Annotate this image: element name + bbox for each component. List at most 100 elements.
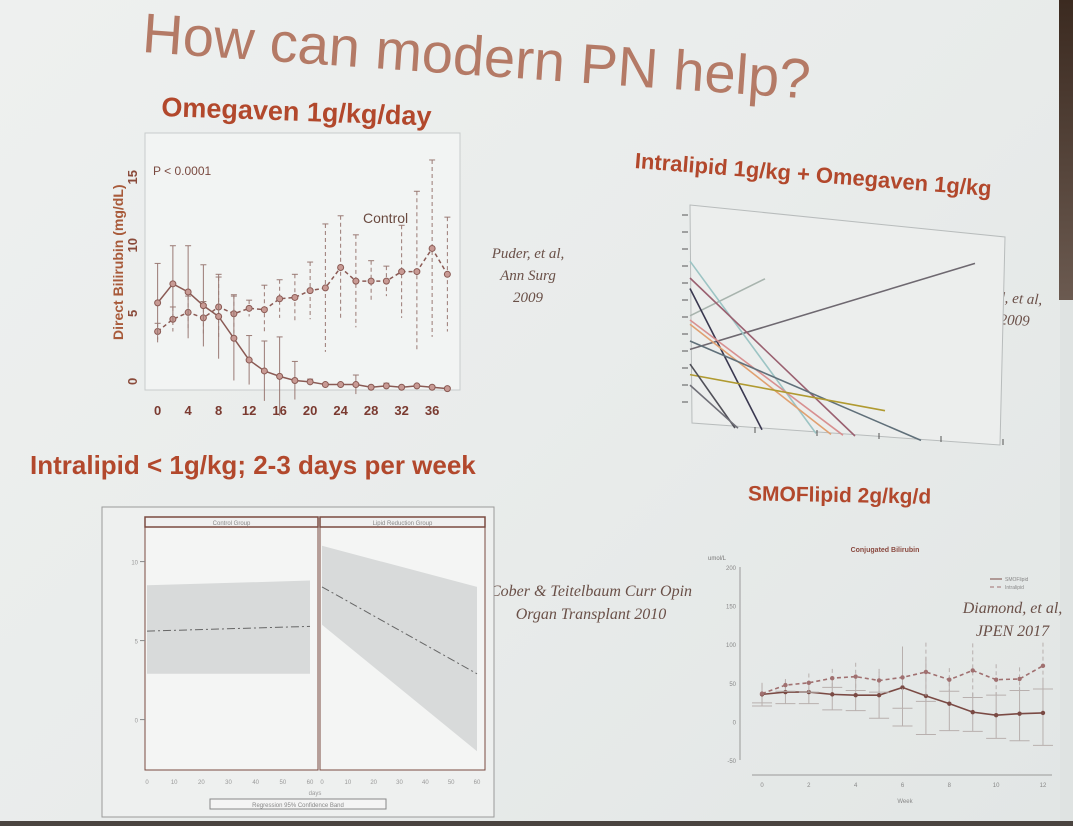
- x-axis-label: Week: [897, 799, 913, 805]
- regression-line: [146, 625, 311, 632]
- chart-title: Conjugated Bilirubin: [851, 547, 920, 554]
- x-tick-label: 60: [474, 780, 481, 786]
- data-point: [230, 334, 238, 342]
- data-point: [876, 678, 882, 683]
- x-tick-label: 24: [333, 403, 348, 418]
- x-tick-label: 40: [422, 780, 429, 786]
- plot-area: [144, 132, 461, 391]
- data-point: [413, 268, 421, 276]
- patient-trend-line: [689, 319, 844, 436]
- series-line-dashed: [157, 247, 449, 333]
- x-tick-label: 36: [425, 403, 439, 418]
- y-tick-label: 150: [726, 605, 737, 611]
- section-intralipid-omegaven-heading: Intralipid 1g/kg + Omegaven 1g/kg: [634, 148, 993, 201]
- y-tick-label: 0: [733, 720, 737, 726]
- x-tick-label: 30: [396, 780, 403, 786]
- legend-box: [209, 798, 387, 810]
- patient-trend-line: [689, 262, 976, 351]
- data-point: [321, 381, 329, 389]
- data-point: [367, 383, 375, 391]
- data-point: [923, 693, 929, 699]
- x-tick-label: 10: [171, 780, 178, 786]
- citation-line: 2009: [513, 289, 543, 306]
- intralipid-omegaven-chart: [682, 204, 1006, 446]
- data-point: [382, 277, 390, 285]
- data-point: [291, 293, 299, 301]
- smoflipid-bilirubin-chart: Conjugated Bilirubinumol/L-5005010015020…: [708, 547, 1053, 805]
- x-tick-label: 10: [344, 780, 351, 786]
- data-point: [260, 367, 268, 375]
- data-point: [321, 284, 329, 292]
- control-label: Control: [363, 210, 408, 226]
- citation-line: Cober & Teitelbaum Curr Opin: [489, 583, 693, 600]
- citation-line: Organ Transplant 2010: [515, 606, 667, 624]
- data-point: [783, 682, 788, 688]
- panel-header: [144, 516, 319, 528]
- y-tick-label: 15: [125, 170, 140, 184]
- x-tick-label: 0: [154, 403, 161, 418]
- data-point: [876, 692, 882, 698]
- panel-title: Control Group: [213, 521, 251, 527]
- confidence-band: [147, 580, 310, 674]
- data-point: [428, 383, 436, 391]
- data-point: [276, 372, 284, 380]
- citation-line: JPEN 2017: [975, 623, 1050, 641]
- x-tick-label: 2: [807, 783, 811, 789]
- citation-diamond-2017: Diamond, et al, JPEN 2017: [955, 597, 1070, 643]
- regression-line: [321, 586, 478, 675]
- patient-trend-line: [689, 278, 766, 317]
- data-point: [783, 689, 788, 695]
- x-tick-label: 6: [901, 783, 905, 789]
- patient-trend-line: [689, 277, 856, 437]
- patient-trend-line: [689, 260, 817, 434]
- data-point: [352, 381, 360, 389]
- data-point: [352, 277, 360, 285]
- y-tick-label: -50: [727, 759, 736, 765]
- x-tick-label: 20: [198, 780, 205, 786]
- data-point: [215, 313, 223, 320]
- data-point: [337, 381, 345, 389]
- x-tick-label: 10: [993, 783, 1000, 789]
- data-point: [398, 268, 406, 276]
- x-tick-label: 4: [185, 403, 193, 418]
- y-tick-label: 0: [135, 719, 139, 725]
- panel-header: [319, 516, 486, 528]
- panel-title: Lipid Reduction Group: [373, 521, 433, 527]
- data-point: [947, 701, 952, 706]
- data-point: [993, 677, 999, 682]
- patient-trend-line: [689, 288, 763, 431]
- x-tick-label: 0: [145, 780, 149, 786]
- data-point: [428, 244, 436, 252]
- patient-trend-line: [689, 323, 832, 436]
- section-intralipid-reduction-heading: Intralipid < 1g/kg; 2-3 days per week: [30, 450, 476, 480]
- x-tick-label: 32: [394, 403, 408, 418]
- x-tick-label: 60: [307, 780, 314, 786]
- y-tick-label: 5: [135, 640, 139, 646]
- x-tick-label: 8: [948, 783, 952, 789]
- y-axis-label: umol/L: [708, 556, 727, 562]
- data-point: [199, 302, 207, 310]
- x-tick-label: 28: [364, 403, 378, 418]
- data-point: [853, 692, 858, 698]
- data-point: [154, 299, 162, 307]
- y-tick-label: 100: [726, 643, 737, 649]
- y-tick-label: 10: [125, 238, 140, 252]
- citation-line: Puder, et al,: [491, 246, 565, 262]
- data-point: [1040, 710, 1046, 716]
- citation-line: Diamond, et al,: [962, 600, 1063, 617]
- y-axis-label: Direct Bilirubin (mg/dL): [110, 184, 126, 340]
- data-point: [806, 680, 812, 685]
- data-point: [900, 675, 905, 680]
- y-tick-label: 5: [125, 310, 140, 317]
- confidence-band: [322, 545, 477, 752]
- data-point: [830, 675, 835, 681]
- x-tick-label: 4: [854, 783, 858, 789]
- y-tick-label: 200: [726, 566, 737, 572]
- data-point: [306, 287, 314, 295]
- x-tick-label: 8: [215, 403, 222, 418]
- data-point: [413, 382, 421, 390]
- data-point: [1040, 663, 1046, 669]
